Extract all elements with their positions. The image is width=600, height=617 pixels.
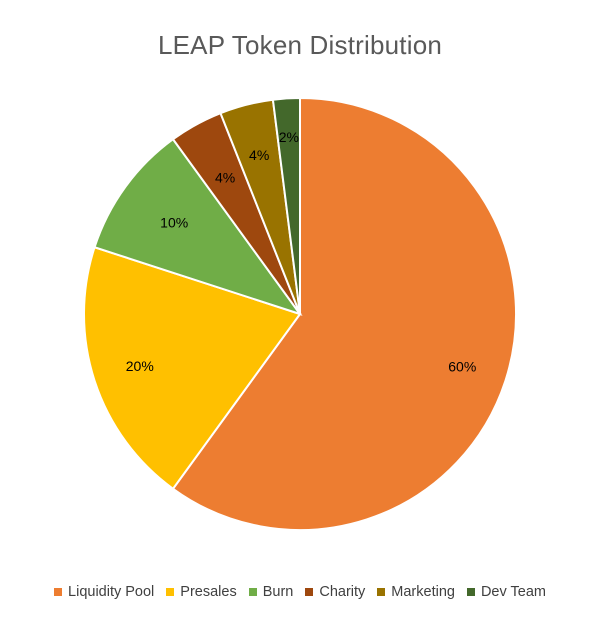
chart-legend: Liquidity Pool Presales Burn Charity Marketi…	[0, 584, 600, 600]
legend-entry-marketing: Marketing	[377, 584, 455, 600]
legend-swatch-burn	[248, 588, 257, 596]
legend-label-liquidity-pool: Liquidity Pool	[68, 584, 155, 600]
legend-label-presales: Presales	[180, 584, 237, 600]
legend-swatch-charity	[305, 588, 314, 596]
pie-slice-dev-team	[271, 96, 301, 315]
legend-entry-liquidity-pool: Liquidity Pool	[54, 584, 154, 600]
legend-label-burn: Burn	[262, 584, 294, 600]
legend-swatch-liquidity-pool	[54, 588, 63, 596]
legend-entry-burn: Burn	[248, 584, 294, 600]
pie-slice-presales	[83, 245, 302, 491]
legend-entry-dev-team: Dev Team	[466, 584, 546, 600]
data-label-marketing: 4%	[249, 147, 269, 163]
legend-swatch-dev-team	[466, 588, 475, 596]
data-label-presales: 20%	[126, 358, 154, 374]
legend-label-charity: Charity	[319, 584, 366, 600]
pie-slice-liquidity-pool	[171, 96, 517, 531]
legend-swatch-marketing	[377, 588, 386, 596]
legend-swatch-presales	[166, 588, 175, 596]
data-label-liquidity-pool: 60%	[448, 359, 476, 375]
legend-label-marketing: Marketing	[391, 584, 455, 600]
chart-title: LEAP Token Distribution	[157, 30, 443, 60]
legend-label-dev-team: Dev Team	[480, 584, 546, 600]
legend-entry-charity: Charity	[305, 584, 365, 600]
legend-entry-presales: Presales	[166, 584, 237, 600]
data-label-dev-team: 2%	[279, 129, 299, 145]
data-label-burn: 10%	[160, 215, 188, 231]
pie-slice-burn	[93, 137, 303, 316]
data-label-charity: 4%	[215, 170, 235, 186]
